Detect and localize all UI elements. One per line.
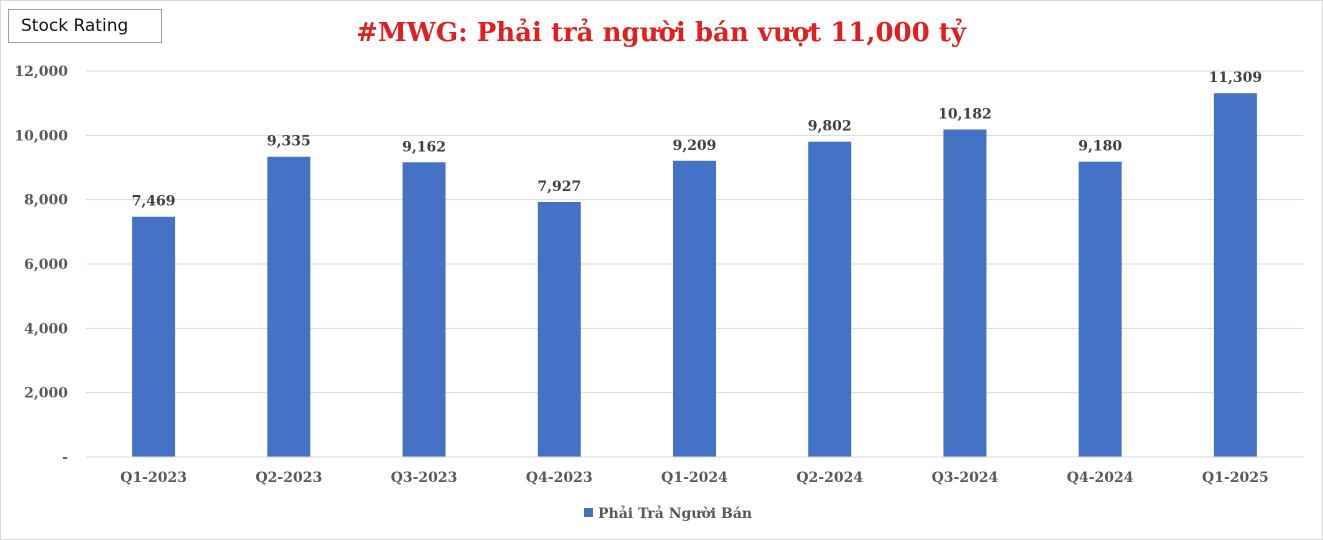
chart-title: #MWG: Phải trả người bán vượt 11,000 tỷ	[356, 17, 967, 48]
bar	[943, 129, 987, 457]
x-category-label: Q3-2024	[932, 470, 999, 486]
bar-series	[132, 93, 1257, 457]
x-axis-category-labels: Q1-2023 Q2-2023 Q3-2023 Q4-2023 Q1-2024 Q2-20…	[120, 470, 1268, 486]
data-label: 11,309	[1209, 70, 1263, 86]
y-tick-label: 2,000	[24, 386, 68, 402]
x-category-label: Q3-2023	[391, 470, 458, 486]
legend: Phải Trả Người Bán	[584, 505, 752, 522]
x-category-label: Q1-2024	[661, 470, 728, 486]
data-label: 7,469	[132, 194, 176, 210]
y-tick-label: 12,000	[14, 64, 68, 80]
data-label: 10,182	[938, 106, 992, 122]
y-tick-label: 10,000	[14, 128, 68, 144]
legend-label: Phải Trả Người Bán	[598, 505, 752, 522]
x-category-label: Q2-2024	[796, 470, 863, 486]
y-tick-label: 4,000	[24, 321, 68, 337]
bar	[673, 160, 716, 457]
bar	[1078, 161, 1122, 457]
data-label: 9,209	[673, 138, 717, 154]
bar	[132, 216, 176, 457]
bar	[537, 202, 581, 457]
x-category-label: Q2-2023	[255, 470, 322, 486]
data-label: 9,802	[808, 119, 852, 135]
x-category-label: Q1-2025	[1202, 470, 1269, 486]
bar	[1213, 93, 1257, 457]
x-category-label: Q4-2024	[1067, 470, 1134, 486]
legend-swatch	[584, 508, 593, 517]
data-label: 9,180	[1078, 139, 1122, 155]
data-label: 9,162	[402, 139, 446, 155]
x-category-label: Q4-2023	[526, 470, 593, 486]
bar	[267, 156, 311, 457]
y-axis-tick-labels: - 2,000 4,000 6,000 8,000 10,000 12,000	[14, 64, 68, 466]
bar	[402, 162, 446, 457]
data-label: 9,335	[267, 134, 311, 150]
x-category-label: Q1-2023	[120, 470, 187, 486]
y-tick-label: 8,000	[24, 193, 68, 209]
y-tick-label: -	[62, 450, 68, 466]
y-tick-label: 6,000	[24, 257, 68, 273]
bar	[808, 141, 852, 457]
data-labels: 7,469 9,335 9,162 7,927 9,209 9,802 10,182 9,18…	[132, 70, 1262, 210]
stock-rating-badge: Stock Rating	[8, 9, 162, 43]
data-label: 7,927	[537, 179, 581, 195]
